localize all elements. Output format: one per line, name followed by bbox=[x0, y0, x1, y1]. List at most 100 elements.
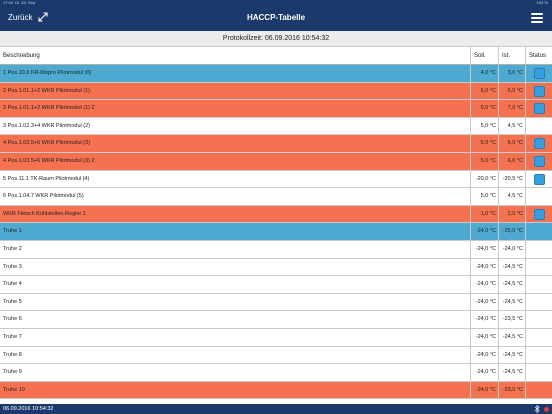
row-status bbox=[525, 65, 552, 82]
table-row[interactable]: Truhe 1 -24,0 °C -25,0 °C bbox=[0, 223, 552, 241]
row-ist: -24,5 °C bbox=[498, 276, 525, 293]
system-status-bar: 17:44 Di. 29. Sep. 100 % bbox=[0, 0, 552, 6]
row-description: Truhe 9 bbox=[3, 369, 22, 376]
status-button[interactable] bbox=[534, 155, 545, 167]
row-soll: 4,0 °C bbox=[470, 65, 498, 82]
row-description: WKR Fleisch Kühlstellen-Regler 1 bbox=[3, 210, 86, 217]
row-ist: -24,5 °C bbox=[498, 328, 525, 346]
row-ist: -24,5 °C bbox=[498, 364, 525, 381]
row-description: 4 Pos.1.03.5+6 WKR Pilotmodul (3) 2 bbox=[3, 157, 95, 164]
protokoll-time-bar: Protokollzeit: 06.09.2016 10:54:32 bbox=[0, 31, 552, 47]
row-status bbox=[525, 188, 552, 205]
row-description: 3 Pos.1.02.3+4 WKR Pilotmodul (2) bbox=[3, 122, 90, 129]
row-status bbox=[525, 328, 552, 346]
header-soll: Soll. bbox=[470, 47, 498, 64]
row-soll: -24,0 °C bbox=[470, 364, 498, 381]
status-button[interactable] bbox=[534, 208, 545, 220]
row-status bbox=[525, 223, 552, 240]
table-row[interactable]: Truhe 5 -24,0 °C -24,5 °C bbox=[0, 293, 552, 312]
status-battery: 100 % bbox=[536, 0, 548, 5]
row-status bbox=[525, 293, 552, 311]
expand-icon[interactable] bbox=[38, 12, 48, 22]
status-button[interactable] bbox=[534, 103, 545, 115]
status-button[interactable] bbox=[534, 138, 545, 150]
row-status bbox=[525, 364, 552, 381]
hamburger-menu-icon[interactable] bbox=[531, 13, 543, 23]
row-status bbox=[525, 117, 552, 135]
table-row[interactable]: 5 Pos.11.1 TK-Raum Pilotmodul (4) -20,0 … bbox=[0, 170, 552, 189]
row-ist: -20,5 °C bbox=[498, 170, 525, 188]
table-row[interactable]: 4 Pos.1.03.5+6 WKR Pilotmodul (3) 5,0 °C… bbox=[0, 135, 552, 153]
row-ist: -25,0 °C bbox=[498, 223, 525, 240]
row-ist: 4,5 °C bbox=[498, 117, 525, 135]
table-row[interactable]: Truhe 2 -24,0 °C -24,0 °C bbox=[0, 240, 552, 259]
row-description: 6 Pos.1.04.7 WKR Pilotmodul (5) bbox=[3, 193, 84, 200]
row-status bbox=[525, 276, 552, 293]
back-button[interactable]: Zurück bbox=[8, 13, 33, 22]
row-soll: -20,0 °C bbox=[470, 170, 498, 188]
table-row[interactable]: Truhe 6 -24,0 °C -23,5 °C bbox=[0, 311, 552, 329]
row-description: Truhe 4 bbox=[3, 281, 22, 288]
table-row[interactable]: 3 Pos.1.02.3+4 WKR Pilotmodul (2) 5,0 °C… bbox=[0, 117, 552, 136]
row-description: 1 Pos.10.3 KR-Mopro Pilotmodul (0) bbox=[3, 70, 92, 76]
navigation-bar: Zurück HACCP-Tabelle bbox=[0, 6, 552, 31]
table-row[interactable]: Truhe 7 -24,0 °C -24,5 °C bbox=[0, 328, 552, 347]
status-time-date: 17:44 Di. 29. Sep. bbox=[3, 0, 37, 5]
row-status bbox=[525, 205, 552, 223]
header-status: Status bbox=[525, 47, 552, 64]
status-button[interactable] bbox=[534, 68, 545, 79]
row-description: Truhe 7 bbox=[3, 333, 22, 340]
row-status bbox=[525, 381, 552, 399]
row-soll: 5,0 °C bbox=[470, 117, 498, 135]
row-status bbox=[525, 82, 552, 100]
table-row[interactable]: 4 Pos.1.03.5+6 WKR Pilotmodul (3) 2 5,0 … bbox=[0, 152, 552, 171]
table-row[interactable]: WKR Fleisch Kühlstellen-Regler 1 1,0 °C … bbox=[0, 205, 552, 224]
table-row[interactable]: 2 Pos.1.01.1+2 WKR Pilotmodul (1) 2 5,0 … bbox=[0, 100, 552, 118]
row-soll: 5,0 °C bbox=[470, 152, 498, 170]
row-description: 4 Pos.1.03.5+6 WKR Pilotmodul (3) bbox=[3, 140, 90, 147]
table-row[interactable]: 1 Pos.10.3 KR-Mopro Pilotmodul (0) 4,0 °… bbox=[0, 65, 552, 83]
footer-timestamp: 06.09.2016 10:54:32 bbox=[3, 406, 54, 412]
row-ist: -23,0 °C bbox=[498, 381, 525, 399]
row-ist: 3,0 °C bbox=[498, 65, 525, 82]
row-description: Truhe 6 bbox=[3, 316, 22, 323]
row-status bbox=[525, 152, 552, 170]
table-row[interactable]: Truhe 3 -24,0 °C -24,5 °C bbox=[0, 258, 552, 277]
bluetooth-icon bbox=[534, 405, 540, 413]
row-description: Truhe 10 bbox=[3, 386, 25, 393]
row-status bbox=[525, 170, 552, 188]
row-description: Truhe 2 bbox=[3, 245, 22, 252]
row-ist: 4,5 °C bbox=[498, 188, 525, 205]
row-ist: 6,0 °C bbox=[498, 82, 525, 100]
haccp-table: Beschreibung Soll. Ist. Status 1 Pos.10.… bbox=[0, 47, 552, 400]
row-ist: -24,5 °C bbox=[498, 258, 525, 276]
table-row[interactable]: 2 Pos.1.01.1+2 WKR Pilotmodul (1) 5,0 °C… bbox=[0, 82, 552, 101]
footer-bar: 06.09.2016 10:54:32 bbox=[0, 404, 552, 414]
row-soll: 5,0 °C bbox=[470, 135, 498, 152]
row-ist: 7,0 °C bbox=[498, 100, 525, 117]
table-row[interactable]: 6 Pos.1.04.7 WKR Pilotmodul (5) 5,0 °C 4… bbox=[0, 188, 552, 206]
row-status bbox=[525, 346, 552, 364]
row-ist: -23,5 °C bbox=[498, 311, 525, 328]
row-soll: -24,0 °C bbox=[470, 258, 498, 276]
table-row[interactable]: Truhe 9 -24,0 °C -24,5 °C bbox=[0, 364, 552, 382]
table-row[interactable]: Truhe 8 -24,0 °C -24,5 °C bbox=[0, 346, 552, 365]
table-row[interactable]: Truhe 4 -24,0 °C -24,5 °C bbox=[0, 276, 552, 294]
row-status bbox=[525, 100, 552, 117]
status-button[interactable] bbox=[534, 173, 545, 185]
row-ist: -24,5 °C bbox=[498, 293, 525, 311]
row-ist: -24,5 °C bbox=[498, 346, 525, 364]
table-row[interactable]: Truhe 10 -24,0 °C -23,0 °C bbox=[0, 381, 552, 400]
row-ist: 2,0 °C bbox=[498, 205, 525, 223]
status-button[interactable] bbox=[534, 85, 545, 97]
row-soll: -24,0 °C bbox=[470, 311, 498, 328]
row-soll: -24,0 °C bbox=[470, 240, 498, 258]
header-ist: Ist. bbox=[498, 47, 525, 64]
row-soll: -24,0 °C bbox=[470, 381, 498, 399]
page-title: HACCP-Tabelle bbox=[246, 13, 306, 22]
row-soll: 5,0 °C bbox=[470, 82, 498, 100]
row-soll: -24,0 °C bbox=[470, 346, 498, 364]
table-header-row: Beschreibung Soll. Ist. Status bbox=[0, 47, 552, 65]
row-description: Truhe 3 bbox=[3, 263, 22, 270]
row-description: 2 Pos.1.01.1+2 WKR Pilotmodul (1) 2 bbox=[3, 105, 95, 112]
